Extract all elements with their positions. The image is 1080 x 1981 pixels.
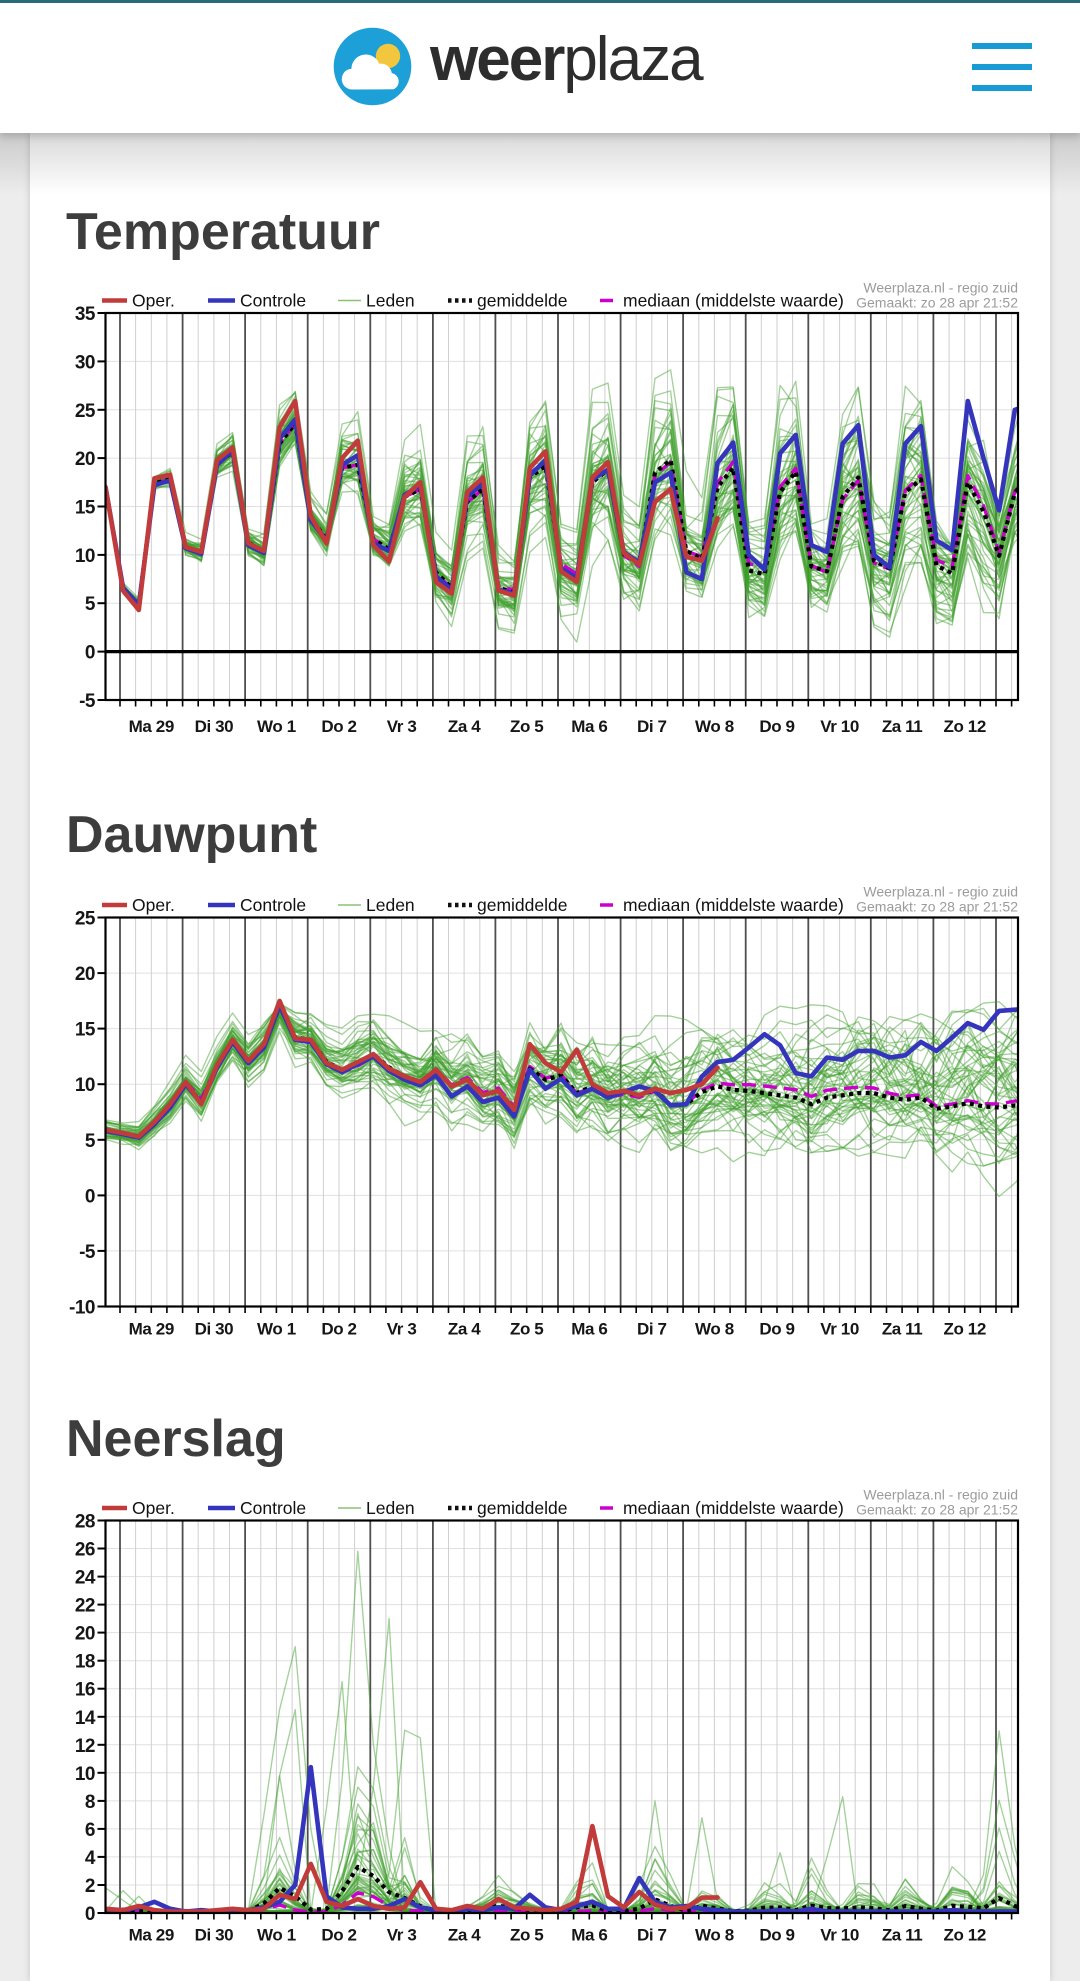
svg-text:mediaan (middelste waarde): mediaan (middelste waarde) xyxy=(623,291,844,311)
svg-text:Gemaakt: zo 28 apr 21:52: Gemaakt: zo 28 apr 21:52 xyxy=(856,295,1018,311)
svg-text:6: 6 xyxy=(85,1820,95,1841)
svg-text:25: 25 xyxy=(75,401,96,422)
svg-text:Do 9: Do 9 xyxy=(759,717,794,736)
svg-text:0: 0 xyxy=(85,1186,95,1207)
svg-text:Ma 6: Ma 6 xyxy=(571,1320,607,1339)
svg-text:5: 5 xyxy=(85,594,96,615)
svg-text:Wo 1: Wo 1 xyxy=(257,1320,296,1339)
svg-text:4: 4 xyxy=(85,1848,96,1869)
svg-text:Za 4: Za 4 xyxy=(448,717,481,736)
svg-text:Ma 29: Ma 29 xyxy=(129,1320,174,1339)
svg-text:Za 11: Za 11 xyxy=(882,1926,923,1945)
svg-text:mediaan (middelste waarde): mediaan (middelste waarde) xyxy=(623,1498,844,1518)
svg-text:gemiddelde: gemiddelde xyxy=(477,895,567,915)
svg-text:20: 20 xyxy=(75,1624,95,1645)
svg-text:Weerplaza.nl - regio zuid: Weerplaza.nl - regio zuid xyxy=(863,1487,1018,1503)
svg-text:Zo 12: Zo 12 xyxy=(943,1320,985,1339)
svg-text:14: 14 xyxy=(75,1708,96,1729)
svg-text:Oper.: Oper. xyxy=(132,1498,175,1518)
svg-text:Vr 3: Vr 3 xyxy=(387,1320,417,1339)
svg-text:Oper.: Oper. xyxy=(132,291,175,311)
svg-text:Di 7: Di 7 xyxy=(637,717,667,736)
svg-text:30: 30 xyxy=(75,352,95,373)
svg-text:0: 0 xyxy=(85,1904,95,1925)
svg-text:Di 30: Di 30 xyxy=(195,1926,234,1945)
svg-text:Do 2: Do 2 xyxy=(321,1320,356,1339)
svg-text:35: 35 xyxy=(75,304,96,325)
svg-text:28: 28 xyxy=(75,1512,95,1533)
svg-text:Wo 8: Wo 8 xyxy=(695,717,734,736)
svg-text:15: 15 xyxy=(75,498,96,519)
svg-text:Zo 12: Zo 12 xyxy=(943,717,985,736)
svg-text:-5: -5 xyxy=(79,691,96,712)
svg-text:Do 2: Do 2 xyxy=(321,1926,356,1945)
svg-text:Oper.: Oper. xyxy=(132,895,175,915)
svg-text:Do 9: Do 9 xyxy=(759,1320,794,1339)
svg-text:Leden: Leden xyxy=(366,1498,415,1518)
svg-text:Vr 3: Vr 3 xyxy=(387,717,417,736)
svg-text:10: 10 xyxy=(75,1764,95,1785)
svg-text:2: 2 xyxy=(85,1876,95,1897)
svg-text:Vr 10: Vr 10 xyxy=(820,717,859,736)
svg-text:25: 25 xyxy=(75,909,96,930)
svg-text:Weerplaza.nl - regio zuid: Weerplaza.nl - regio zuid xyxy=(863,280,1018,296)
svg-text:20: 20 xyxy=(75,449,95,470)
svg-text:Vr 3: Vr 3 xyxy=(387,1926,417,1945)
svg-text:mediaan (middelste waarde): mediaan (middelste waarde) xyxy=(623,895,844,915)
svg-text:22: 22 xyxy=(75,1596,95,1617)
svg-text:Gemaakt: zo 28 apr 21:52: Gemaakt: zo 28 apr 21:52 xyxy=(856,899,1018,915)
svg-text:Wo 1: Wo 1 xyxy=(257,1926,296,1945)
svg-text:Wo 8: Wo 8 xyxy=(695,1926,734,1945)
svg-text:Di 7: Di 7 xyxy=(637,1926,667,1945)
svg-text:15: 15 xyxy=(75,1020,96,1041)
svg-text:Wo 1: Wo 1 xyxy=(257,717,296,736)
svg-text:Do 9: Do 9 xyxy=(759,1926,794,1945)
svg-text:26: 26 xyxy=(75,1540,95,1561)
svg-text:Di 30: Di 30 xyxy=(195,717,234,736)
svg-text:Vr 10: Vr 10 xyxy=(820,1320,859,1339)
svg-text:Zo 5: Zo 5 xyxy=(510,1320,543,1339)
svg-text:Zo 5: Zo 5 xyxy=(510,717,543,736)
svg-text:Zo 12: Zo 12 xyxy=(943,1926,985,1945)
svg-text:16: 16 xyxy=(75,1680,95,1701)
svg-text:5: 5 xyxy=(85,1131,96,1152)
svg-text:10: 10 xyxy=(75,546,95,567)
svg-text:Do 2: Do 2 xyxy=(321,717,356,736)
svg-text:Za 4: Za 4 xyxy=(448,1926,481,1945)
svg-text:Ma 6: Ma 6 xyxy=(571,717,607,736)
svg-text:-5: -5 xyxy=(79,1242,96,1263)
svg-text:Controle: Controle xyxy=(240,291,306,311)
svg-text:Controle: Controle xyxy=(240,1498,306,1518)
svg-text:18: 18 xyxy=(75,1652,95,1673)
svg-text:Controle: Controle xyxy=(240,895,306,915)
svg-text:Di 7: Di 7 xyxy=(637,1320,667,1339)
svg-text:Di 30: Di 30 xyxy=(195,1320,234,1339)
svg-text:12: 12 xyxy=(75,1736,95,1757)
svg-text:Za 4: Za 4 xyxy=(448,1320,481,1339)
svg-text:Vr 10: Vr 10 xyxy=(820,1926,859,1945)
svg-text:8: 8 xyxy=(85,1792,95,1813)
svg-text:Ma 29: Ma 29 xyxy=(129,1926,174,1945)
svg-text:Leden: Leden xyxy=(366,895,415,915)
svg-text:10: 10 xyxy=(75,1075,95,1096)
svg-text:Ma 6: Ma 6 xyxy=(571,1926,607,1945)
svg-text:gemiddelde: gemiddelde xyxy=(477,291,567,311)
svg-text:gemiddelde: gemiddelde xyxy=(477,1498,567,1518)
svg-text:0: 0 xyxy=(85,643,95,664)
svg-text:24: 24 xyxy=(75,1568,96,1589)
svg-text:Wo 8: Wo 8 xyxy=(695,1320,734,1339)
svg-text:Za 11: Za 11 xyxy=(882,1320,923,1339)
svg-text:Zo 5: Zo 5 xyxy=(510,1926,543,1945)
svg-text:Gemaakt: zo 28 apr 21:52: Gemaakt: zo 28 apr 21:52 xyxy=(856,1502,1018,1518)
svg-text:Leden: Leden xyxy=(366,291,415,311)
svg-text:20: 20 xyxy=(75,964,95,985)
svg-text:-10: -10 xyxy=(69,1298,95,1319)
svg-text:Za 11: Za 11 xyxy=(882,717,923,736)
svg-text:Weerplaza.nl - regio zuid: Weerplaza.nl - regio zuid xyxy=(863,884,1018,900)
svg-text:Ma 29: Ma 29 xyxy=(129,717,174,736)
